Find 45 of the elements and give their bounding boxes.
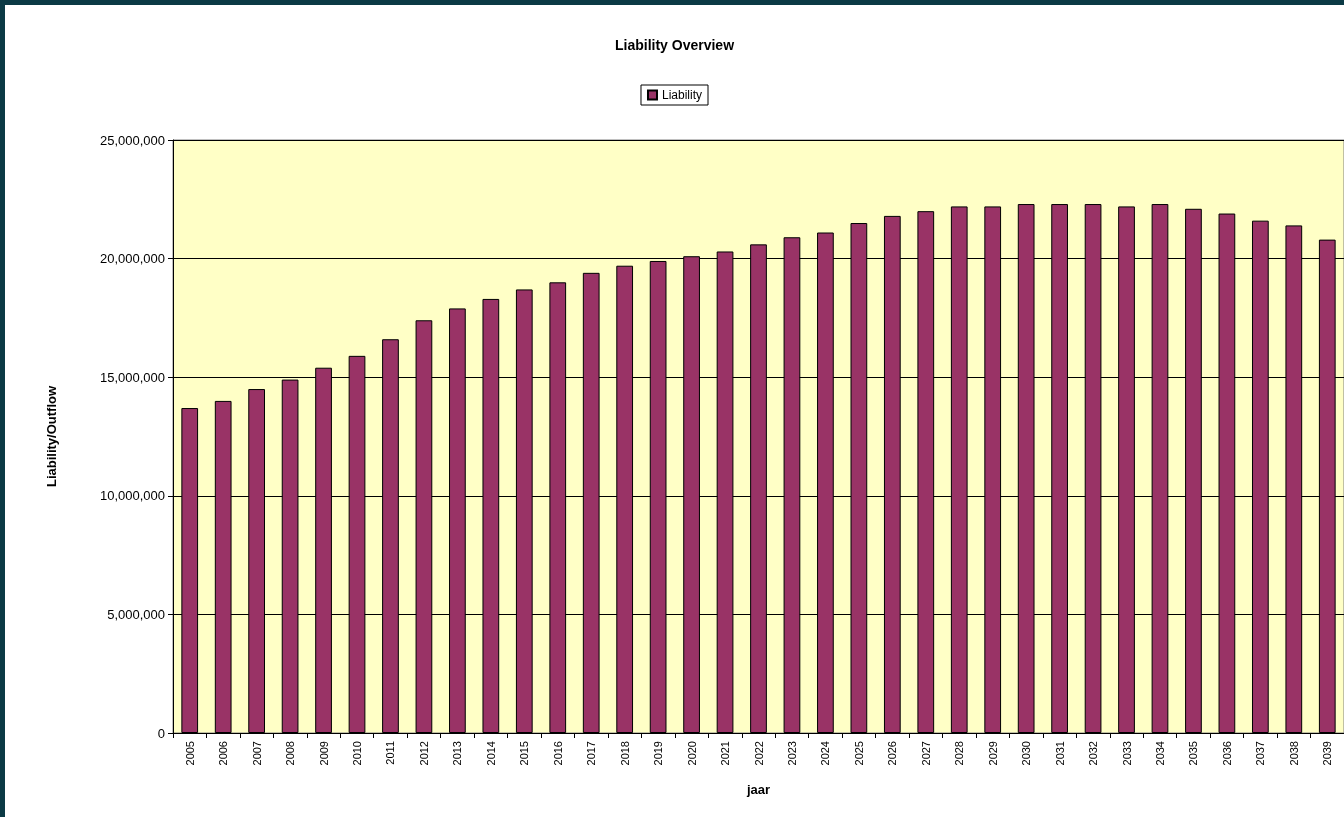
y-tick-label: 15,000,000 <box>99 369 165 385</box>
x-tick-label: 2012 <box>417 741 430 766</box>
x-tick-label: 2020 <box>685 741 698 766</box>
y-axis-title: Liability/Outflow <box>44 385 59 488</box>
x-tick-label: 2032 <box>1087 741 1100 766</box>
x-tick-label: 2013 <box>451 741 464 766</box>
x-tick-label: 2037 <box>1254 741 1267 766</box>
x-tick-label: 2035 <box>1187 741 1200 766</box>
x-tick-label: 2018 <box>618 741 631 766</box>
x-tick-label: 2034 <box>1153 741 1166 766</box>
x-tick-label: 2028 <box>953 741 966 766</box>
x-tick-label: 2016 <box>551 741 564 766</box>
x-tick-label: 2009 <box>317 741 330 766</box>
y-tick-label: 5,000,000 <box>107 606 165 622</box>
y-tick-label: 25,000,000 <box>99 132 165 148</box>
x-tick-label: 2015 <box>518 741 531 766</box>
x-tick-label: 2023 <box>785 741 798 766</box>
x-tick-label: 2024 <box>819 741 832 766</box>
x-tick-label: 2022 <box>752 741 765 766</box>
y-tick-label: 10,000,000 <box>99 488 165 504</box>
x-tick-label: 2008 <box>284 741 297 766</box>
x-tick-label: 2007 <box>250 741 263 766</box>
y-tick-label: 0 <box>157 725 165 741</box>
x-tick-label: 2019 <box>652 741 665 766</box>
x-tick-label: 2036 <box>1220 741 1233 766</box>
x-tick-label: 2006 <box>217 741 230 766</box>
x-tick-label: 2011 <box>384 741 397 765</box>
x-tick-label: 2021 <box>719 741 732 766</box>
x-tick-label: 2030 <box>1020 741 1033 766</box>
x-tick-label: 2039 <box>1321 741 1334 766</box>
x-tick-label: 2029 <box>986 741 999 766</box>
x-tick-label: 2038 <box>1287 741 1300 766</box>
x-tick-label: 2017 <box>585 741 598 766</box>
x-tick-label: 2025 <box>852 741 865 766</box>
x-tick-label: 2031 <box>1053 741 1066 766</box>
x-tick-label: 2014 <box>484 741 497 766</box>
x-axis-title: jaar <box>745 782 771 797</box>
x-tick-label: 2027 <box>919 741 932 766</box>
y-tick-label: 20,000,000 <box>99 251 165 267</box>
chart-title: Liability Overview <box>614 37 735 53</box>
legend-label: Liability <box>661 88 703 102</box>
x-tick-label: 2026 <box>886 741 899 766</box>
x-tick-label: 2033 <box>1120 741 1133 766</box>
x-tick-label: 2005 <box>183 741 196 766</box>
x-tick-label: 2010 <box>351 741 364 766</box>
